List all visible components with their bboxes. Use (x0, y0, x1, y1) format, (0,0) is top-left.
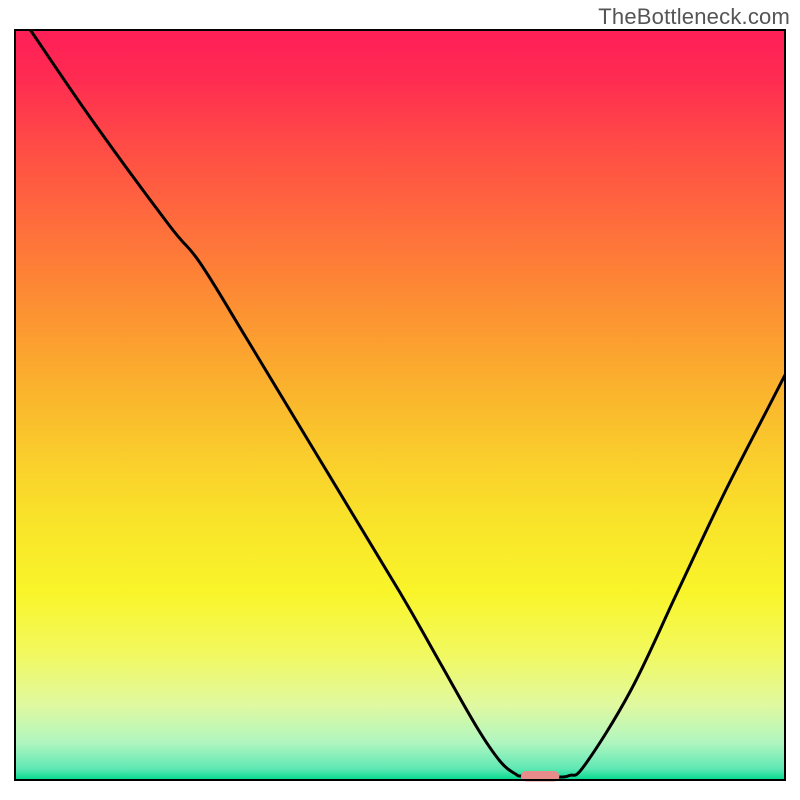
chart-canvas (0, 0, 800, 800)
watermark-text: TheBottleneck.com (598, 4, 790, 30)
bottleneck-chart: TheBottleneck.com (0, 0, 800, 800)
